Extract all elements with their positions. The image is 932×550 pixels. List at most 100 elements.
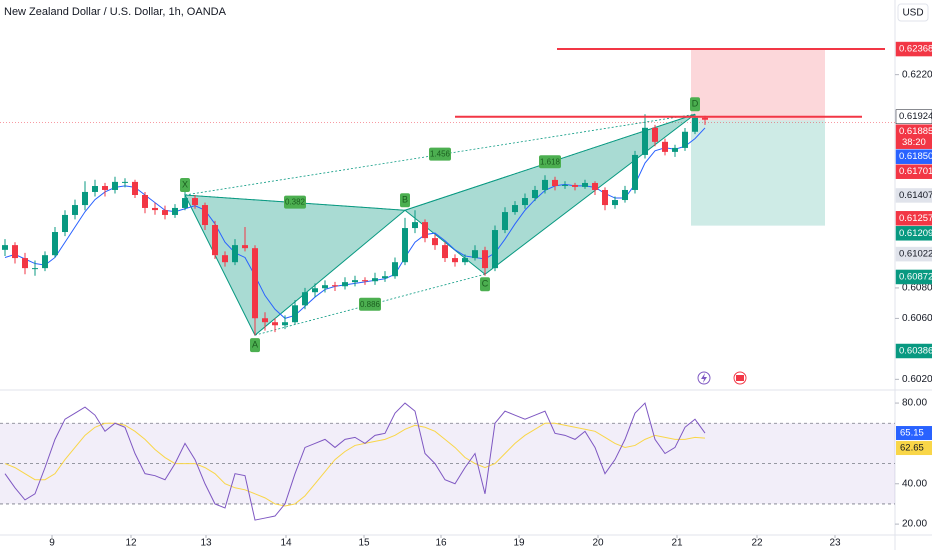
pattern-point-label: C: [482, 279, 489, 289]
pattern-point-box: [180, 178, 190, 192]
candle-body: [362, 280, 368, 282]
candle-body: [272, 322, 278, 326]
candle-body: [592, 182, 598, 190]
ratio-line: [184, 194, 406, 211]
countdown: 38:20: [902, 137, 926, 148]
y-tick-label: 0.60200: [902, 374, 932, 385]
rsi-ma: [4, 422, 706, 507]
candle-body: [702, 117, 708, 120]
pattern-point-box: [690, 97, 700, 112]
price-tag: [895, 211, 932, 226]
candle-body: [402, 228, 408, 263]
candle-body: [482, 250, 488, 269]
price-tag-label: 0.61924: [899, 111, 932, 122]
candle-body: [572, 184, 578, 187]
rsi-tag: [896, 426, 932, 441]
candle-body: [582, 182, 588, 187]
candle-body: [62, 214, 68, 233]
candle-body: [222, 255, 228, 263]
chart-title: New Zealand Dollar / U.S. Dollar, 1h, OA…: [4, 6, 227, 18]
price-tag-label: 0.61885: [899, 126, 932, 137]
x-tick-label: 15: [358, 538, 370, 549]
target-zone: [691, 120, 825, 226]
candle-body: [472, 250, 478, 259]
candle-body: [292, 305, 298, 323]
candle-body: [22, 258, 28, 269]
rsi-y-tick-label: 20.00: [902, 519, 927, 530]
candle-body: [212, 225, 218, 256]
candle-body: [642, 127, 648, 155]
candle-body: [42, 255, 48, 269]
price-tag: [895, 124, 932, 149]
price-tag: [895, 149, 932, 164]
price-tag: [895, 269, 932, 285]
candle-body: [392, 262, 398, 277]
ratio-box: [539, 155, 561, 169]
candle-body: [332, 285, 338, 287]
candle-body: [142, 195, 148, 208]
candle-body: [652, 127, 658, 142]
candle-body: [672, 147, 678, 152]
candle-body: [112, 181, 118, 190]
rsi-tag-label: 65.15: [900, 428, 924, 439]
rsi-y-tick-label: 80.00: [902, 398, 927, 409]
candle-body: [532, 189, 538, 199]
price-tag: [895, 41, 932, 57]
candle-body: [492, 230, 498, 269]
price-tag: [895, 343, 932, 359]
candle-body: [312, 288, 318, 293]
candle-body: [252, 248, 258, 319]
candle-body: [262, 318, 268, 323]
candle-body: [422, 222, 428, 239]
candle-body: [442, 245, 448, 259]
x-tick-label: 14: [280, 538, 292, 549]
candle-body: [242, 245, 248, 249]
rsi-line: [4, 402, 706, 521]
ratio-box: [359, 297, 381, 311]
candle-body: [612, 200, 618, 206]
candle-body: [352, 280, 358, 283]
candle-body: [72, 205, 78, 215]
currency-button[interactable]: [897, 3, 929, 22]
ratio-label: 0.382: [285, 198, 306, 207]
pattern-point-label: A: [252, 340, 258, 350]
x-tick-label: 13: [200, 538, 212, 549]
x-tick-label: 19: [513, 538, 525, 549]
candle-body: [692, 117, 698, 132]
pattern-point-label: X: [182, 179, 188, 189]
pattern-point-label: B: [402, 195, 408, 205]
flag: [736, 375, 744, 381]
candle-body: [602, 189, 608, 206]
candle-body: [102, 186, 108, 190]
candle-body: [202, 205, 208, 226]
x-tick-label: 22: [751, 538, 763, 549]
x-tick-label: 20: [592, 538, 604, 549]
price-tag: [895, 188, 932, 203]
candle-body: [282, 322, 288, 326]
candle-body: [82, 191, 88, 206]
price-tag-label: 0.62368: [899, 44, 932, 55]
candle-body: [562, 184, 568, 187]
rsi-tag-label: 62.65: [900, 443, 924, 454]
candle-body: [512, 205, 518, 213]
x-tick-label: 21: [671, 538, 683, 549]
x-tick-label: 16: [435, 538, 447, 549]
candle-body: [502, 212, 508, 231]
candle-body: [192, 198, 198, 206]
price-tag-label: 0.60386: [899, 346, 932, 357]
ratio-box: [284, 195, 306, 209]
candle-body: [632, 154, 638, 190]
x-tick-label: 9: [49, 538, 55, 549]
ratio-label: 1.618: [540, 157, 561, 166]
price-tag: [895, 109, 932, 124]
rsi-y-tick-label: 40.00: [902, 478, 927, 489]
pattern-point-box: [250, 338, 260, 353]
candle-body: [232, 245, 238, 263]
ratio-box: [429, 147, 451, 161]
price-tag-label: 0.61850: [899, 151, 932, 162]
